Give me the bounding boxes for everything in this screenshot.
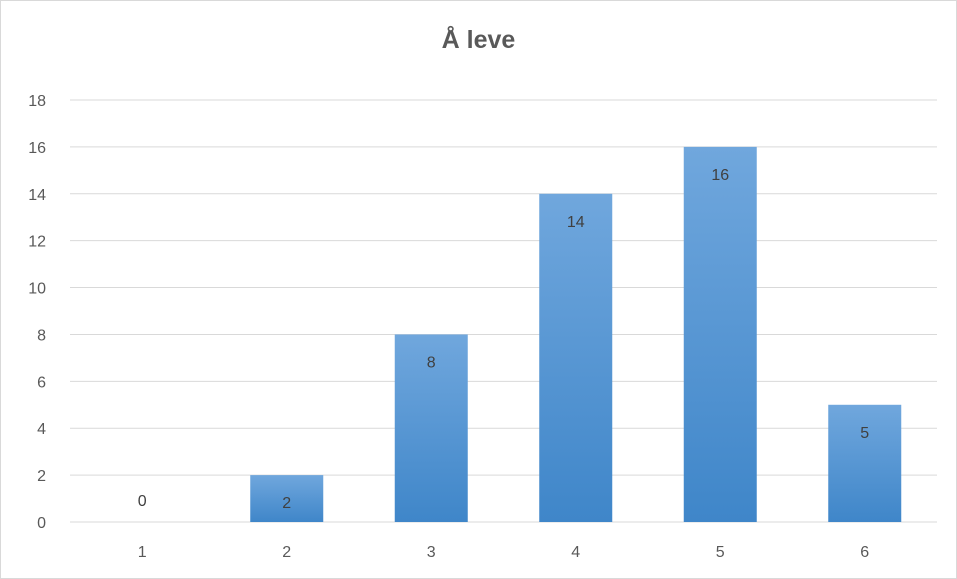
bar-5	[684, 147, 757, 522]
x-tick-label: 5	[716, 544, 725, 561]
data-label: 8	[427, 354, 436, 371]
y-tick-label: 2	[37, 468, 46, 485]
data-label: 2	[282, 495, 291, 512]
x-tick-label: 1	[138, 544, 147, 561]
x-tick-label: 2	[282, 544, 291, 561]
bar-4	[539, 194, 612, 522]
y-tick-label: 12	[28, 234, 46, 251]
data-label: 16	[711, 167, 729, 184]
y-tick-label: 16	[28, 140, 46, 157]
bar-6	[828, 405, 901, 522]
x-tick-label: 4	[571, 544, 580, 561]
data-label: 5	[860, 425, 869, 442]
y-tick-label: 8	[37, 327, 46, 344]
y-tick-label: 4	[37, 421, 46, 438]
x-tick-label: 3	[427, 544, 436, 561]
y-tick-label: 14	[28, 187, 46, 204]
y-tick-label: 10	[28, 281, 46, 298]
x-tick-label: 6	[860, 544, 869, 561]
data-label: 14	[567, 214, 585, 231]
data-label: 0	[138, 493, 147, 510]
y-tick-label: 18	[28, 93, 46, 110]
y-tick-label: 0	[37, 515, 46, 532]
y-tick-label: 6	[37, 374, 46, 391]
